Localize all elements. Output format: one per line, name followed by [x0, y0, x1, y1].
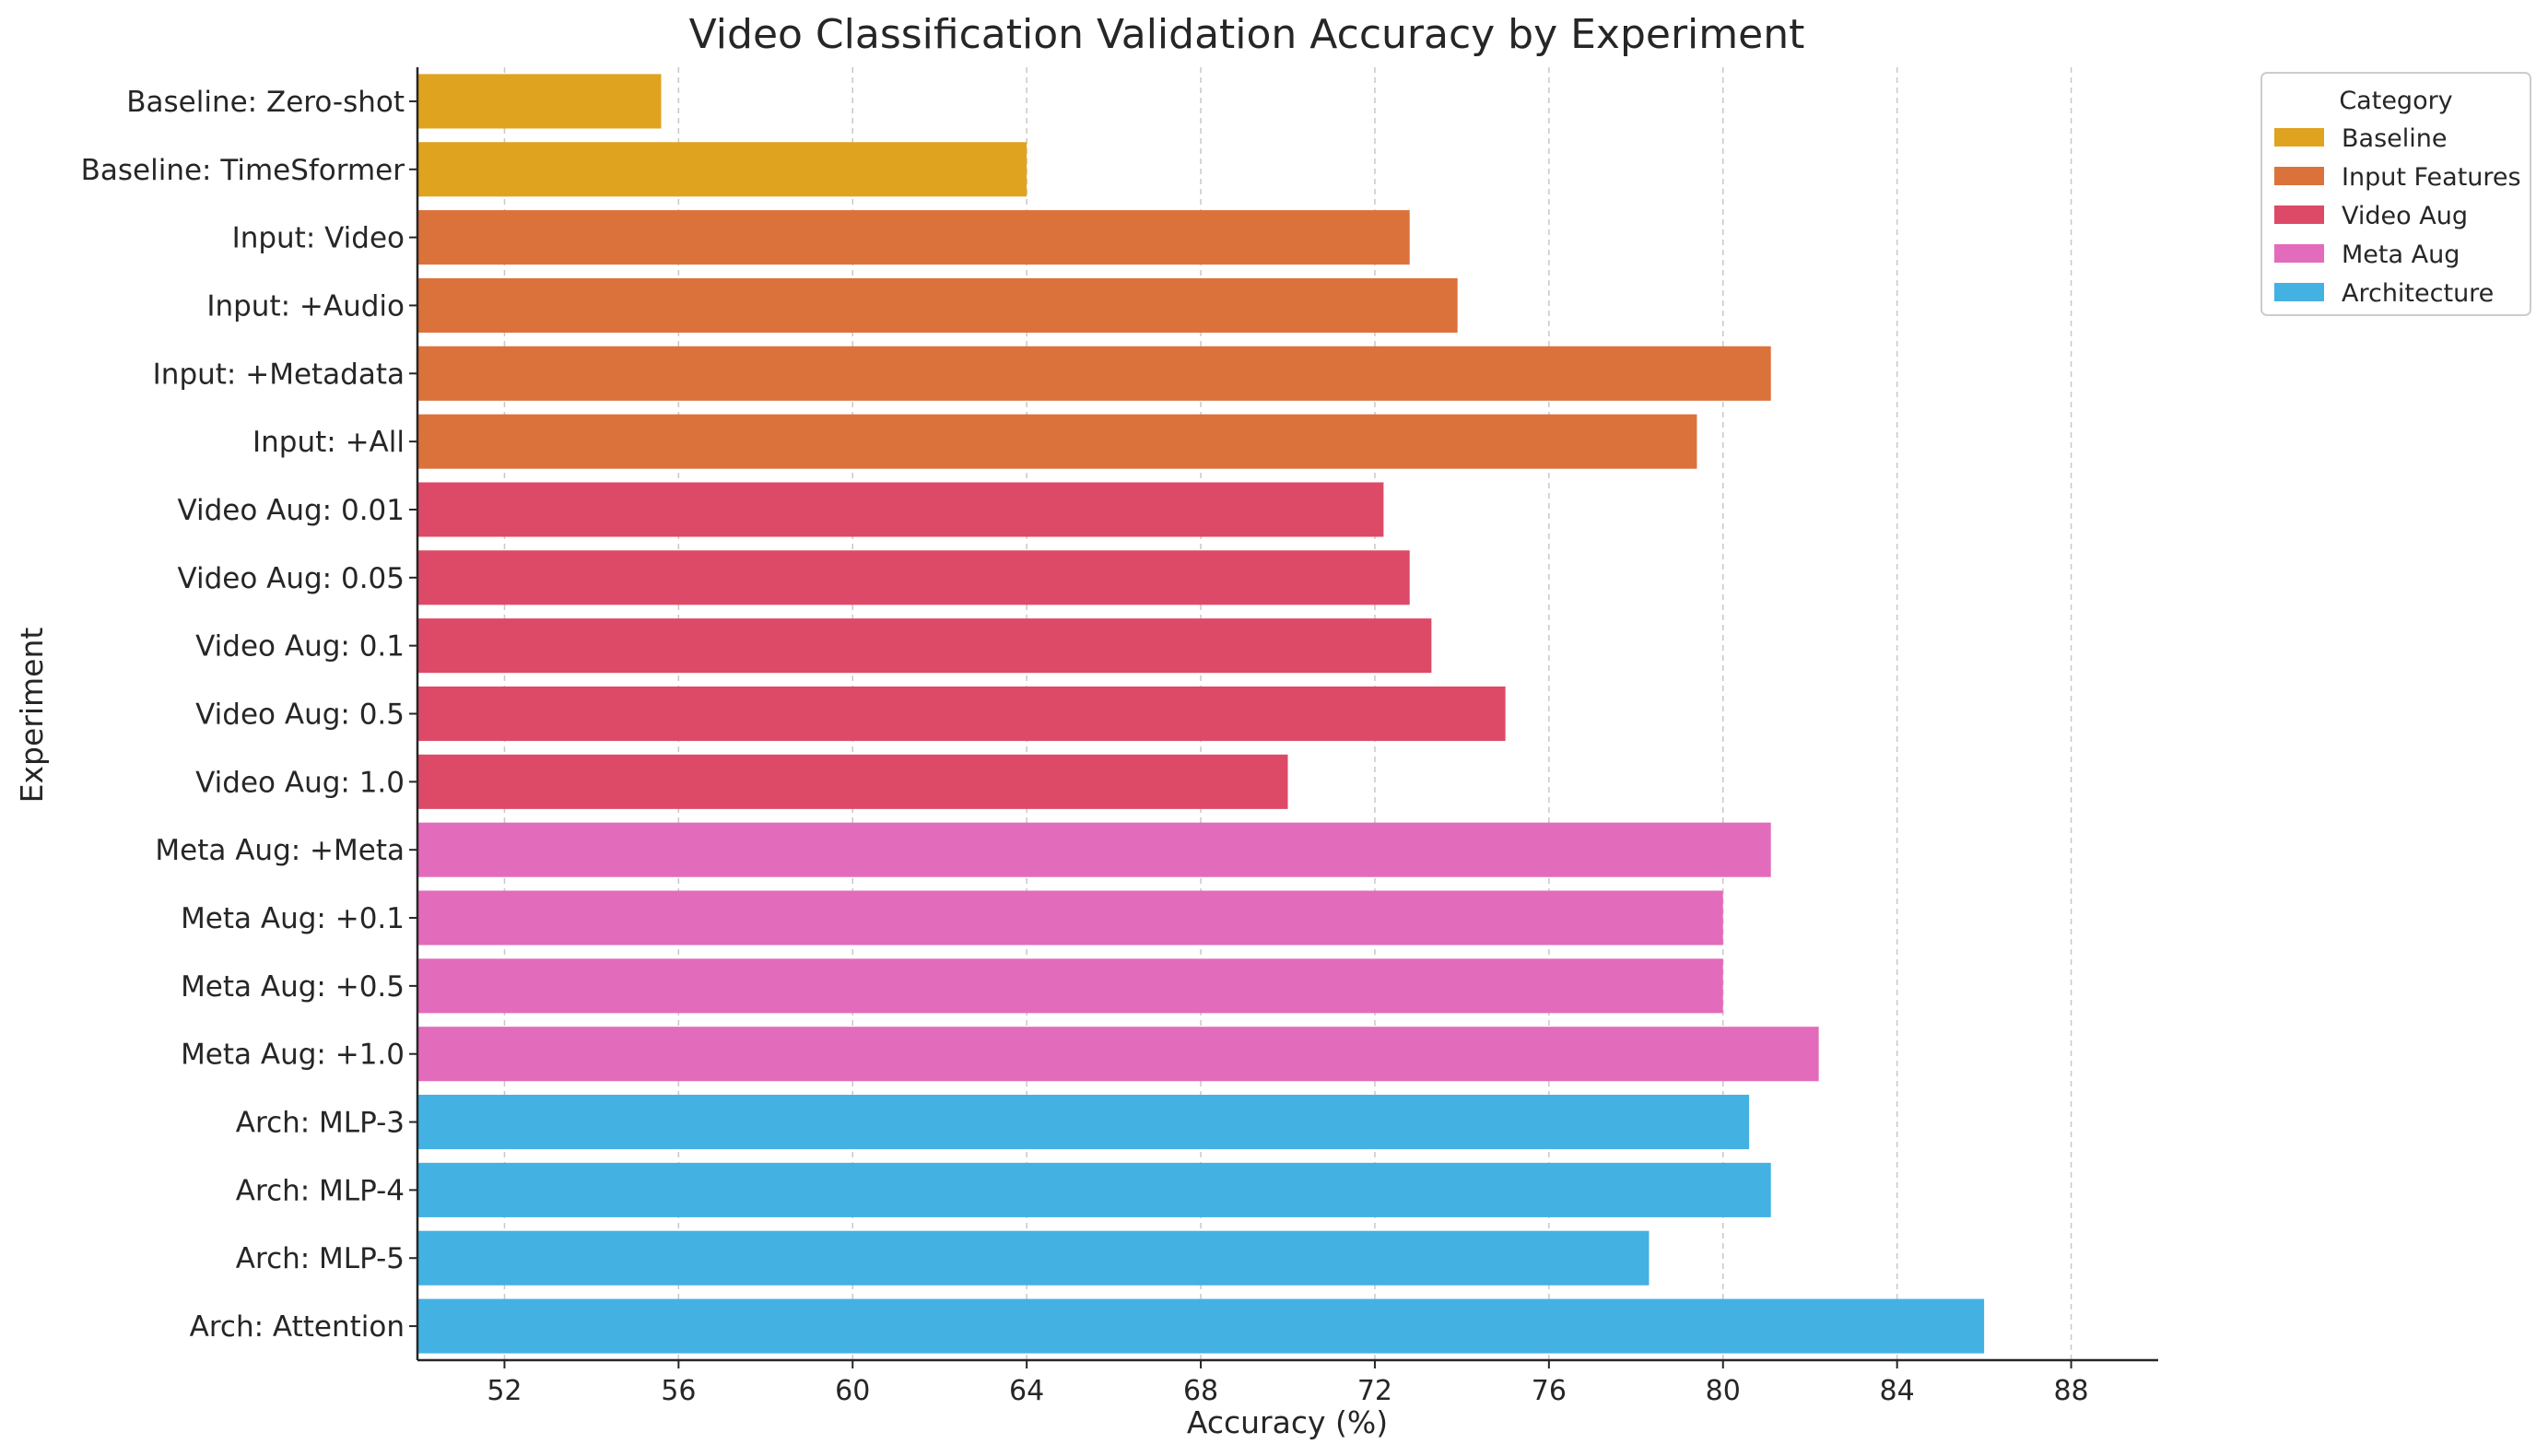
legend: Category Baseline Input Features Video Aug…	[2260, 72, 2531, 316]
y-tick-label: Baseline: Zero-shot	[126, 86, 405, 119]
legend-label: Input Features	[2342, 163, 2521, 192]
x-tick-label: 76	[1532, 1375, 1567, 1407]
legend-swatch	[2274, 167, 2324, 185]
y-tick-labels: Baseline: Zero-shot Baseline: TimeSformer…	[81, 86, 417, 1344]
bar	[417, 210, 1410, 265]
x-tick-label: 68	[1183, 1375, 1218, 1407]
bar	[417, 1095, 1750, 1150]
bar	[417, 142, 1027, 197]
bar	[417, 550, 1410, 605]
y-tick-label: Meta Aug: +0.1	[181, 902, 405, 935]
y-tick-label: Arch: MLP-5	[236, 1242, 405, 1275]
y-tick-label: Video Aug: 1.0	[195, 766, 405, 799]
x-tick-labels: 52 56 60 64 68 72 76 80 84 88	[487, 1360, 2089, 1407]
y-tick-label: Meta Aug: +0.5	[181, 970, 405, 1004]
bar	[417, 74, 662, 129]
y-tick-label: Meta Aug: +1.0	[181, 1039, 405, 1072]
bars	[417, 74, 1985, 1354]
y-tick-label: Video Aug: 0.1	[195, 630, 405, 663]
bar	[417, 1298, 1985, 1354]
bar	[417, 618, 1432, 674]
legend-swatch	[2274, 244, 2324, 263]
x-tick-label: 80	[1706, 1375, 1741, 1407]
x-axis-label: Accuracy (%)	[1187, 1404, 1388, 1440]
bar	[417, 822, 1771, 877]
x-tick-label: 52	[487, 1375, 522, 1407]
x-tick-label: 72	[1357, 1375, 1392, 1407]
bar	[417, 890, 1723, 945]
legend-label: Video Aug	[2342, 202, 2468, 230]
y-tick-label: Video Aug: 0.5	[195, 699, 405, 732]
legend-swatch	[2274, 128, 2324, 147]
legend-title: Category	[2339, 87, 2452, 115]
bar	[417, 414, 1697, 469]
legend-frame	[2260, 72, 2531, 316]
y-tick-label: Video Aug: 0.05	[177, 562, 405, 595]
legend-label: Architecture	[2342, 279, 2494, 308]
legend-swatch	[2274, 205, 2324, 224]
legend-label: Baseline	[2342, 124, 2447, 153]
y-tick-label: Arch: MLP-3	[236, 1107, 405, 1140]
y-tick-label: Meta Aug: +Meta	[155, 834, 405, 867]
chart-title: Video Classification Validation Accuracy…	[689, 11, 1805, 58]
y-tick-label: Input: +All	[252, 426, 405, 459]
bar	[417, 1027, 1819, 1082]
y-tick-label: Video Aug: 0.01	[177, 494, 405, 527]
bar	[417, 958, 1723, 1014]
y-tick-label: Input: Video	[232, 222, 405, 255]
bar	[417, 277, 1458, 333]
legend-label: Meta Aug	[2342, 241, 2460, 269]
legend-swatch	[2274, 283, 2324, 301]
bar	[417, 482, 1384, 537]
x-tick-label: 84	[1880, 1375, 1915, 1407]
y-tick-label: Arch: Attention	[190, 1310, 405, 1344]
x-tick-label: 60	[835, 1375, 870, 1407]
bar	[417, 686, 1506, 742]
x-tick-label: 88	[2053, 1375, 2088, 1407]
y-tick-label: Input: +Audio	[206, 289, 405, 323]
bar	[417, 346, 1771, 401]
x-tick-label: 56	[661, 1375, 696, 1407]
bar	[417, 1230, 1650, 1286]
bar	[417, 754, 1288, 809]
bar	[417, 1162, 1771, 1217]
y-axis-label: Experiment	[14, 628, 50, 804]
y-tick-label: Baseline: TimeSformer	[81, 154, 405, 187]
x-tick-label: 64	[1009, 1375, 1044, 1407]
y-tick-label: Arch: MLP-4	[236, 1174, 405, 1207]
y-tick-label: Input: +Metadata	[153, 358, 405, 391]
